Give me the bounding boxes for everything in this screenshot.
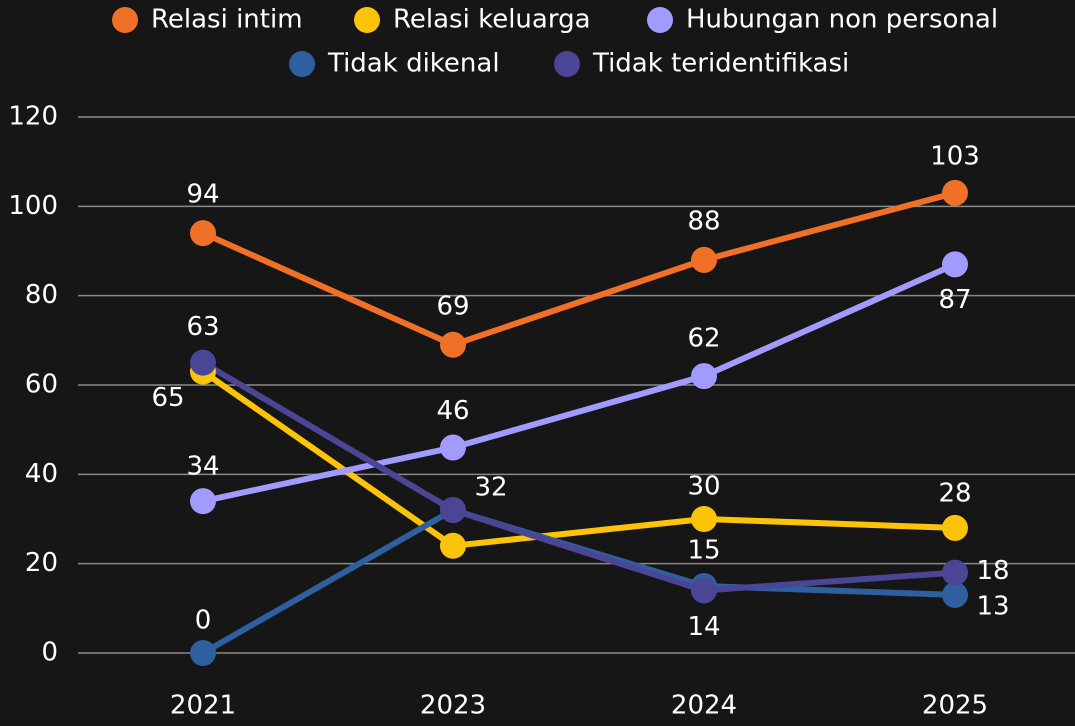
y-tick-label: 100 xyxy=(8,191,58,221)
data-point xyxy=(691,577,717,604)
data-point xyxy=(440,532,466,559)
data-point xyxy=(190,640,216,666)
data-point xyxy=(440,434,466,461)
data-point xyxy=(190,488,216,515)
y-tick-label: 0 xyxy=(41,638,58,668)
legend-swatch xyxy=(112,7,138,33)
data-label: 30 xyxy=(687,472,720,502)
data-label: 87 xyxy=(938,285,971,315)
data-point xyxy=(440,331,466,358)
data-label: 88 xyxy=(687,206,720,236)
data-label: 94 xyxy=(186,180,219,210)
data-point xyxy=(942,251,968,278)
data-point xyxy=(942,581,968,608)
data-point xyxy=(190,220,216,247)
data-label: 46 xyxy=(436,396,469,426)
legend-label: Relasi keluarga xyxy=(393,5,591,35)
series-line xyxy=(202,261,957,505)
data-point xyxy=(691,246,717,273)
legend-label: Tidak teridentifikasi xyxy=(592,49,849,79)
data-label: 69 xyxy=(436,291,469,321)
data-label: 103 xyxy=(930,141,980,171)
x-tick-label: 2025 xyxy=(922,691,988,721)
data-label: 34 xyxy=(186,452,219,482)
y-tick-label: 60 xyxy=(25,370,58,400)
legend-label: Tidak dikenal xyxy=(327,49,500,79)
legend-label: Relasi intim xyxy=(151,5,303,35)
legend-swatch xyxy=(554,51,580,77)
x-tick-label: 2023 xyxy=(420,691,486,721)
y-tick-label: 80 xyxy=(25,280,58,310)
data-label: 65 xyxy=(151,383,184,413)
data-point xyxy=(942,559,968,586)
data-point xyxy=(691,363,717,390)
data-label: 28 xyxy=(938,478,971,508)
series-line xyxy=(201,190,956,348)
data-label: 0 xyxy=(195,606,212,636)
data-point xyxy=(440,497,466,524)
y-tick-label: 40 xyxy=(25,459,58,489)
series-line xyxy=(201,369,956,549)
data-label: 18 xyxy=(976,556,1009,586)
data-point xyxy=(190,349,216,376)
legend-swatch xyxy=(289,51,315,77)
data-label: 32 xyxy=(474,473,507,503)
data-label: 63 xyxy=(186,312,219,342)
data-point xyxy=(942,514,968,541)
data-label: 14 xyxy=(687,612,720,642)
y-tick-label: 20 xyxy=(25,548,58,578)
x-tick-label: 2024 xyxy=(671,691,737,721)
data-label: 62 xyxy=(687,324,720,354)
legend-swatch xyxy=(647,7,673,33)
data-label: 13 xyxy=(976,591,1009,621)
data-label: 15 xyxy=(687,536,720,566)
y-tick-label: 120 xyxy=(8,102,58,132)
data-point xyxy=(942,179,968,206)
legend-swatch xyxy=(354,7,380,33)
series-line xyxy=(201,360,956,594)
data-point xyxy=(691,506,717,532)
legend-label: Hubungan non personal xyxy=(686,5,998,35)
x-tick-label: 2021 xyxy=(170,691,236,721)
